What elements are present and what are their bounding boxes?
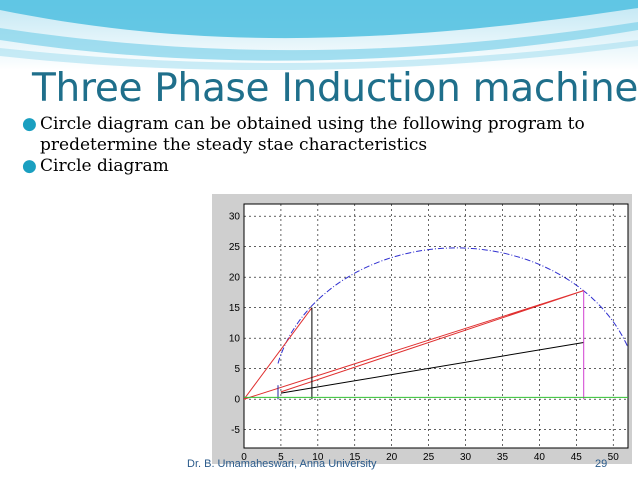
x-tick-label: 40 (534, 452, 546, 463)
x-tick-label: 0 (241, 452, 247, 463)
bullet-dot-icon: ● (22, 156, 37, 176)
x-tick-label: 30 (460, 452, 472, 463)
series-line-1 (244, 290, 584, 400)
slide-title: Three Phase Induction machine (32, 66, 638, 111)
y-tick-label: 25 (229, 242, 241, 253)
chart-figure: 0 5 10 15 20 25 30 35 40 45 50 -5 0 5 10 15 20 25 30 (212, 194, 632, 464)
bullet-list: ● Circle diagram can be obtained using t… (22, 114, 622, 177)
x-tick-label: 35 (497, 452, 509, 463)
circle-diagram-chart: 0 5 10 15 20 25 30 35 40 45 50 -5 0 5 10 15 20 25 30 (229, 203, 629, 463)
series-line-2 (280, 342, 584, 394)
y-tick-label: 30 (229, 212, 241, 223)
bullet-item: ● Circle diagram can be obtained using t… (22, 114, 622, 156)
footer-author: Dr. B. Umamaheswari, Anna University (187, 458, 377, 470)
header-banner (0, 0, 638, 70)
x-tick-label: 10 (312, 452, 324, 463)
x-tick-label: 45 (571, 452, 583, 463)
x-tick-label: 15 (349, 452, 361, 463)
y-tick-label: -5 (231, 425, 240, 436)
series-line-0 (277, 247, 628, 364)
y-tick-label: 0 (234, 395, 240, 406)
x-tick-label: 20 (386, 452, 398, 463)
x-tick-label: 25 (423, 452, 435, 463)
y-tick-label: 15 (229, 303, 241, 314)
y-tick-label: 10 (229, 334, 241, 345)
y-tick-label: 20 (229, 273, 241, 284)
bullet-dot-icon: ● (22, 114, 37, 134)
footer-page-number: 29 (595, 458, 608, 470)
y-tick-label: 5 (234, 364, 240, 375)
bullet-text: Circle diagram can be obtained using the… (40, 114, 585, 155)
plot-area (243, 203, 629, 449)
bullet-item: ● Circle diagram (22, 156, 622, 177)
x-tick-label: 5 (278, 452, 284, 463)
bullet-text: Circle diagram (40, 156, 169, 176)
x-tick-label: 50 (608, 452, 620, 463)
